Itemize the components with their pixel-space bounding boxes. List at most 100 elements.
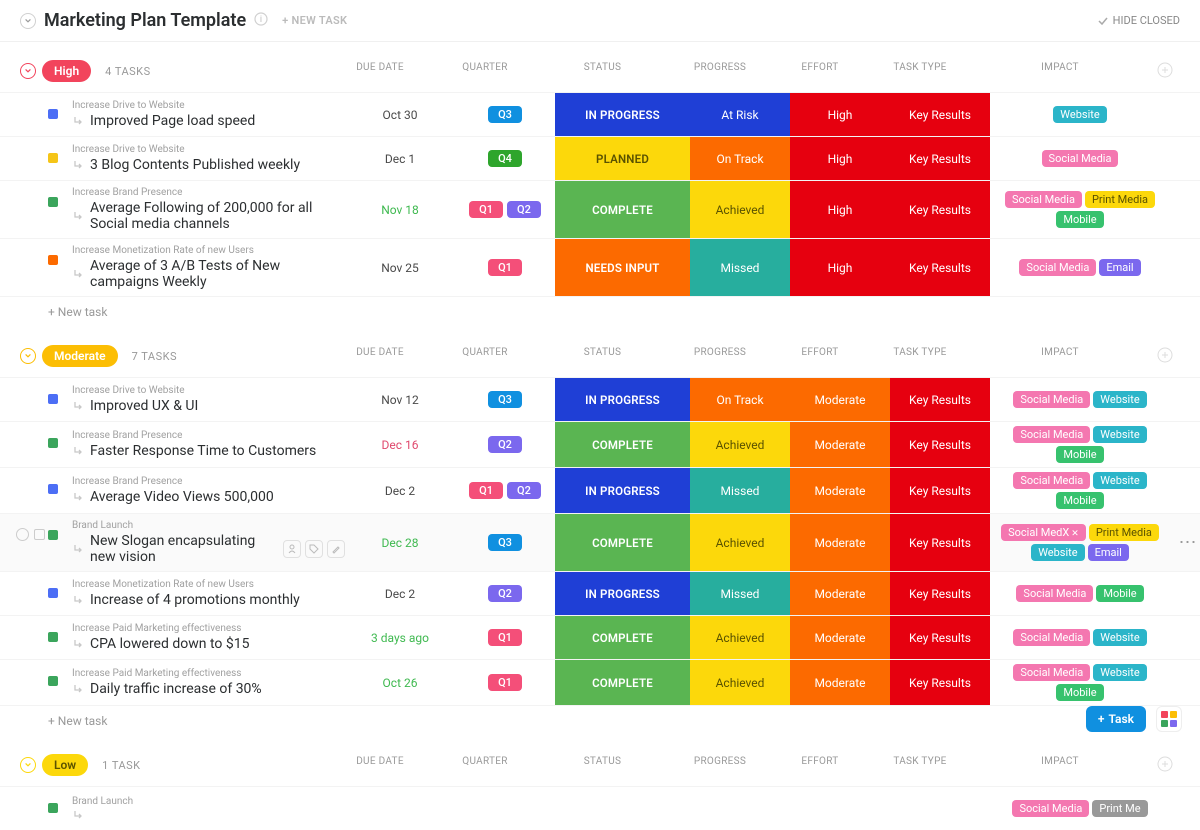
due-date-cell[interactable]: Dec 1 [345,137,455,180]
progress-cell[interactable]: Achieved [690,660,790,705]
col-progress[interactable]: PROGRESS [670,62,770,81]
add-column-button[interactable] [1150,62,1180,81]
impact-cell[interactable]: Social MediaWebsite [990,616,1170,659]
task-title[interactable]: Average of 3 A/B Tests of New campaigns … [90,258,340,290]
impact-tag[interactable]: Website [1053,106,1106,123]
impact-tag[interactable]: Mobile [1056,211,1103,228]
col-status[interactable]: STATUS [535,62,670,81]
impact-tag[interactable]: Print Media [1085,191,1155,208]
impact-tag[interactable]: Social Media [1013,664,1090,681]
due-date-cell[interactable]: Dec 16 [345,422,455,467]
progress-cell[interactable]: Missed [690,572,790,615]
quarter-cell[interactable]: Q2 [455,422,555,467]
impact-cell[interactable]: Social MediaWebsite Mobile [990,660,1170,705]
progress-cell[interactable]: Missed [690,239,790,296]
impact-cell[interactable]: Social MediaEmail [990,239,1170,296]
progress-cell[interactable] [690,787,790,830]
impact-tag[interactable]: Social Media [1013,426,1090,443]
new-task-header-button[interactable]: + NEW TASK [282,14,347,27]
impact-cell[interactable]: Social MediaPrint Me [990,787,1170,830]
effort-cell[interactable]: Moderate [790,378,890,421]
progress-cell[interactable]: On Track [690,137,790,180]
impact-cell[interactable]: Social MediaWebsiteMobile [990,422,1170,467]
status-dot[interactable] [48,438,58,448]
quarter-cell[interactable]: Q3 [455,378,555,421]
quarter-cell[interactable]: Q3 [455,514,555,571]
quarter-pill[interactable]: Q1 [469,482,503,499]
col-progress[interactable]: PROGRESS [670,756,770,775]
impact-tag[interactable]: Social Media [1012,800,1089,817]
task-text[interactable]: Increase Drive to WebsiteImproved Page l… [72,93,345,136]
impact-tag[interactable]: Website [1093,426,1146,443]
task-text[interactable]: Brand LaunchNew Slogan encapsulating new… [72,514,345,571]
task-text[interactable]: Increase Monetization Rate of new UsersI… [72,572,345,615]
edit-icon[interactable] [327,540,345,558]
quarter-pill[interactable]: Q2 [488,585,522,602]
impact-cell[interactable]: Social MediaWebsiteMobile [990,468,1170,513]
status-cell[interactable]: COMPLETE [555,181,690,238]
row-select-circle[interactable] [16,528,29,541]
status-cell[interactable]: COMPLETE [555,514,690,571]
quarter-cell[interactable]: Q1 [455,616,555,659]
status-dot[interactable] [48,484,58,494]
col-quarter[interactable]: QUARTER [435,347,535,366]
status-dot[interactable] [48,255,58,265]
hide-closed-toggle[interactable]: HIDE CLOSED [1097,14,1180,27]
due-date-cell[interactable]: Nov 25 [345,239,455,296]
task-type-cell[interactable]: Key Results [890,422,990,467]
progress-cell[interactable]: At Risk [690,93,790,136]
task-row[interactable]: Increase Monetization Rate of new UsersA… [0,238,1200,296]
col-due[interactable]: DUE DATE [325,62,435,81]
task-text[interactable]: Increase Monetization Rate of new UsersA… [72,239,345,296]
status-dot[interactable] [48,394,58,404]
due-date-cell[interactable]: Nov 18 [345,181,455,238]
task-row[interactable]: Brand LaunchSocial MediaPrint Me [0,786,1200,830]
add-column-button[interactable] [1150,756,1180,775]
progress-cell[interactable]: Achieved [690,181,790,238]
impact-tag[interactable]: Website [1093,391,1146,408]
status-dot[interactable] [48,109,58,119]
task-type-cell[interactable] [890,787,990,830]
col-quarter[interactable]: QUARTER [435,756,535,775]
quick-add-grid[interactable] [1156,706,1182,732]
add-column-button[interactable] [1150,347,1180,366]
status-dot[interactable] [48,197,58,207]
impact-tag[interactable]: Website [1093,664,1146,681]
task-row[interactable]: Increase Brand PresenceAverage Video Vie… [0,467,1200,513]
effort-cell[interactable]: Moderate [790,616,890,659]
quarter-cell[interactable]: Q1 [455,239,555,296]
quarter-cell[interactable]: Q1Q2 [455,468,555,513]
task-title[interactable]: Daily traffic increase of 30% [90,681,262,697]
task-text[interactable]: Increase Drive to WebsiteImproved UX & U… [72,378,345,421]
task-title[interactable]: New Slogan encapsulating new vision [90,533,271,565]
task-text[interactable]: Increase Brand PresenceFaster Response T… [72,422,345,467]
impact-tag[interactable]: Social Media [1013,629,1090,646]
impact-tag[interactable]: Social Media [1005,191,1082,208]
impact-tag[interactable]: Mobile [1056,684,1103,701]
col-type[interactable]: TASK TYPE [870,347,970,366]
col-effort[interactable]: EFFORT [770,756,870,775]
new-task-fab[interactable]: + Task [1086,706,1146,732]
task-type-cell[interactable]: Key Results [890,137,990,180]
task-text[interactable]: Increase Drive to Website3 Blog Contents… [72,137,345,180]
progress-cell[interactable]: Achieved [690,616,790,659]
assign-icon[interactable] [283,540,301,558]
task-title[interactable]: Average Following of 200,000 for all Soc… [90,200,340,232]
task-title[interactable]: Improved Page load speed [90,113,255,129]
col-type[interactable]: TASK TYPE [870,756,970,775]
group-badge[interactable]: High [42,60,91,82]
due-date-cell[interactable] [345,787,455,830]
effort-cell[interactable]: Moderate [790,660,890,705]
task-text[interactable]: Increase Paid Marketing effectivenessCPA… [72,616,345,659]
col-effort[interactable]: EFFORT [770,62,870,81]
col-due[interactable]: DUE DATE [325,347,435,366]
task-type-cell[interactable]: Key Results [890,239,990,296]
status-cell[interactable]: IN PROGRESS [555,378,690,421]
collapse-all-toggle[interactable] [20,13,36,29]
impact-tag[interactable]: Mobile [1056,492,1103,509]
group-badge[interactable]: Low [42,754,88,776]
task-row[interactable]: Increase Brand PresenceAverage Following… [0,180,1200,238]
col-impact[interactable]: IMPACT [970,62,1150,81]
impact-tag[interactable]: Print Media [1089,524,1159,541]
effort-cell[interactable] [790,787,890,830]
